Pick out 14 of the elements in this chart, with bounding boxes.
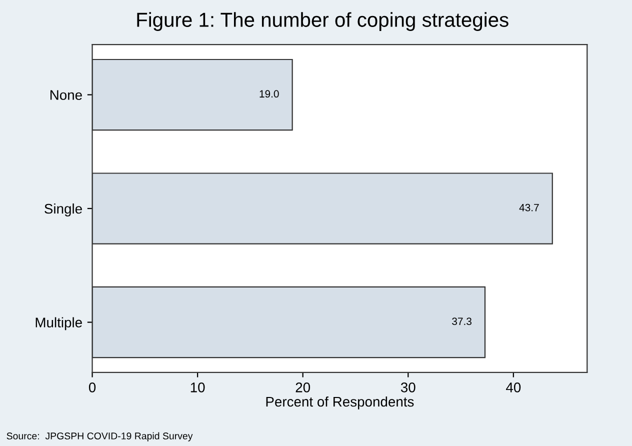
- x-tick-label: 20: [296, 382, 310, 392]
- data-label: 19.0: [260, 90, 279, 98]
- y-tick-label: None: [50, 90, 82, 100]
- x-tick-label: 40: [506, 382, 521, 392]
- data-label: 43.7: [519, 204, 539, 212]
- data-label: 37.3: [452, 318, 472, 326]
- y-tick-label: Multiple: [36, 317, 82, 330]
- source-note: Source: JPGSPH COVID-19 Rapid Survey: [6, 432, 193, 442]
- y-tick-label: Single: [44, 203, 82, 216]
- x-tick-label: 30: [400, 382, 416, 392]
- x-tick-label: 0: [88, 382, 96, 392]
- x-axis-title: Percent of Respondents: [266, 396, 414, 410]
- chart-title: Figure 1: The number of coping strategies: [137, 12, 508, 31]
- x-tick-label: 10: [190, 382, 205, 392]
